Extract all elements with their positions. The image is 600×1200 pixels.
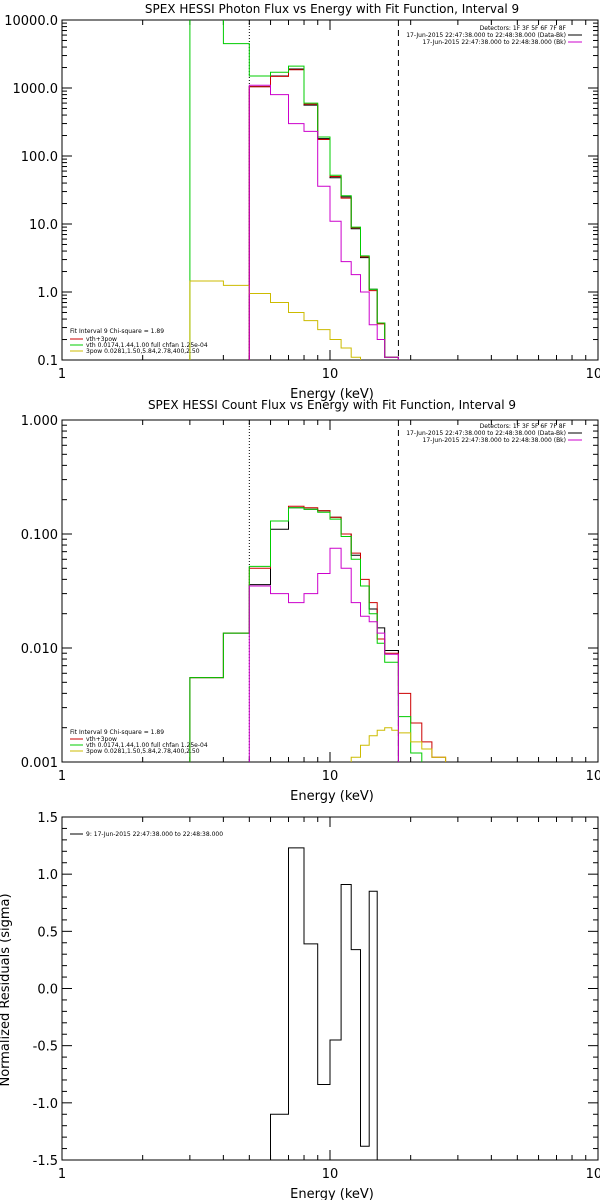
header-line: 17-Jun-2015 22:47:38.000 to 22:48:38.000… [406,32,566,39]
count-flux-panel: SPEX HESSI Count Flux vs Energy with Fit… [21,398,600,804]
legend-line: vth+3pow [86,736,117,743]
header-line: 17-Jun-2015 22:47:38.000 to 22:48:38.000… [406,430,566,437]
y-tick-label: 0.010 [21,642,58,657]
y-tick-label: 1000.0 [13,82,59,97]
x-tick-label: 100 [586,769,600,784]
series-line-vth-3pow [189,505,447,762]
x-tick-label: 1 [58,1167,66,1182]
y-tick-label: -0.5 [33,1040,58,1055]
x-tick-label: 1 [58,367,66,382]
plot-frame [61,419,599,763]
series-line-bk [248,547,399,762]
photon-flux-panel: SPEX HESSI Photon Flux vs Energy with Fi… [4,2,600,402]
plot-frame [61,816,599,1161]
x-tick-label: 1 [58,769,66,784]
y-tick-label: 10.0 [29,218,58,233]
legend-line: Fit Interval 9 Chi-square = 1.89 [70,729,164,736]
legend-line: 9: 17-Jun-2015 22:47:38.000 to 22:48:38.… [86,831,223,838]
data-layer [189,505,447,762]
y-tick-label: -1.5 [33,1154,58,1169]
legend-line: Fit Interval 9 Chi-square = 1.89 [70,328,164,335]
series-line-vth-3pow [248,69,399,360]
x-tick-label: 100 [586,1167,600,1182]
series-line-3pow [189,280,361,360]
series-line-vth [189,507,423,762]
y-tick-label: 100.0 [21,150,58,165]
y-tick-label: 1.0 [37,868,58,883]
y-tick-label: 1.0 [37,286,58,301]
y-tick-label: 0.0 [37,983,58,998]
legend-line: vth 0.0174,1.44,1.00 full chfan 1.25e-04 [86,742,208,749]
y-tick-label: 10000.0 [4,14,58,29]
header-line: Detectors: 1F 3F 5F 6F 7F 8F [480,25,567,32]
header-line: Detectors: 1F 3F 5F 6F 7F 8F [480,423,567,430]
series-line-data-bk [189,507,399,762]
data-layer [189,20,399,360]
y-tick-label: -1.0 [33,1097,58,1112]
y-tick-label: 0.100 [21,528,58,543]
x-tick-label: 10 [322,769,339,784]
x-tick-label: 10 [322,1167,339,1182]
legend-line: vth 0.0174,1.44,1.00 full chfan 1.25e-04 [86,342,208,349]
header-line: 17-Jun-2015 22:47:38.000 to 22:48:38.000… [423,39,566,46]
header-line: 17-Jun-2015 22:47:38.000 to 22:48:38.000… [423,437,566,444]
x-axis-label: Energy (keV) [290,789,374,804]
series-line-data-bk [248,68,399,360]
y-axis-label: Normalized Residuals (sigma) [0,893,13,1086]
series-line-vth [189,20,399,360]
residuals-panel: 9: 17-Jun-2015 22:47:38.000 to 22:48:38.… [0,811,600,1200]
y-tick-label: 0.1 [37,354,58,369]
y-tick-label: 0.001 [21,756,58,771]
x-axis-label: Energy (keV) [290,1187,374,1200]
x-tick-label: 10 [322,367,339,382]
series-line-bk [248,84,399,360]
series-line-3pow [350,727,447,762]
x-axis-label: Energy (keV) [290,387,374,402]
y-tick-label: 1.000 [21,414,58,429]
legend-line: vth+3pow [86,336,117,343]
legend-line: 3pow 0.0281,1.50,5.84,2.78,400,2.50 [86,748,200,755]
x-tick-label: 100 [586,367,600,382]
series-line-9-17-jun-2015-22-47-38-0 [270,847,386,1160]
y-tick-label: 1.5 [37,811,58,826]
chart-title: SPEX HESSI Count Flux vs Energy with Fit… [148,398,516,412]
chart-title: SPEX HESSI Photon Flux vs Energy with Fi… [145,2,519,16]
legend-line: 3pow 0.0281,1.50,5.84,2.78,400,2.50 [86,348,200,355]
y-tick-label: 0.5 [37,925,58,940]
data-layer [270,847,386,1160]
